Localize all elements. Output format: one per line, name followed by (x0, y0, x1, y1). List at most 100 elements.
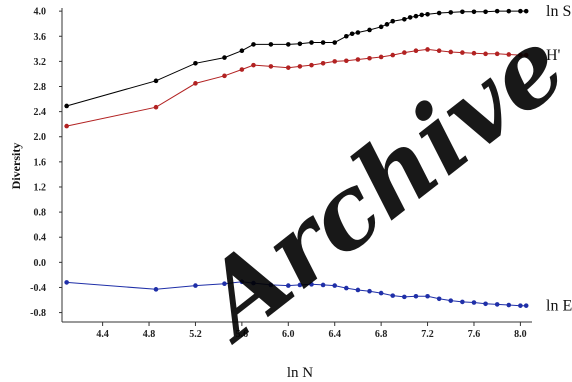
axes (61, 8, 532, 323)
series-2-point (193, 81, 198, 86)
series-1-point (390, 18, 396, 24)
series-3-point (309, 282, 314, 287)
x-tick-label: 7.6 (468, 329, 481, 340)
series-1-point (378, 24, 384, 30)
series-3-point (320, 282, 326, 288)
series-labels: ln S H' ln E (546, 3, 572, 315)
x-axis-title: ln N (287, 365, 313, 381)
series-2-point (64, 123, 69, 129)
series-1-point (222, 55, 227, 60)
y-tick-label: 3.6 (34, 32, 47, 43)
series-1-point (413, 13, 419, 19)
series-1-point (193, 60, 198, 66)
series-2-point (367, 55, 372, 61)
series-1-point (460, 9, 465, 15)
x-tick-labels: 4.4 4.8 5.2 5.6 6.0 6.4 6.8 7.2 7.6 8.0 (96, 322, 527, 340)
series-1-point (309, 40, 314, 45)
series-3-point (460, 299, 465, 305)
series-1-point (153, 78, 159, 84)
series-3-point (436, 296, 442, 302)
series-1-point (448, 10, 454, 15)
series-3-point (251, 280, 256, 286)
series-2-point (494, 51, 500, 57)
series-1-point (332, 40, 338, 45)
series-1-point (268, 42, 274, 47)
series-2-point (285, 65, 291, 70)
series-2-point (309, 62, 314, 68)
series-1-point (471, 9, 477, 15)
series-1-point (494, 8, 500, 14)
series-3-point (239, 279, 245, 285)
watermark: Archive (174, 6, 572, 365)
series-1-point (384, 22, 390, 27)
series-3-point (297, 282, 303, 288)
series-2-point (378, 54, 384, 60)
y-tick-label: 2.4 (34, 107, 47, 118)
x-tick-label: 5.6 (236, 329, 249, 340)
series-1-point (506, 8, 512, 14)
series-2-point (436, 48, 442, 54)
series-1-point (297, 41, 303, 47)
series-3-point (64, 280, 69, 285)
series-3-label: ln E (546, 298, 572, 315)
y-tick-label: 0.4 (34, 233, 47, 244)
series-2-point (153, 104, 159, 110)
series-2-point (390, 52, 396, 58)
series-2-point (523, 52, 529, 58)
series-1-point (523, 8, 529, 14)
series-3-point (494, 302, 500, 307)
y-tick-label: 2.8 (34, 82, 47, 93)
series-3-point (367, 288, 372, 294)
y-tick-label: 1.6 (34, 157, 47, 168)
series-1-point (64, 103, 69, 109)
series-1-point (407, 15, 413, 20)
series-1-point (320, 40, 326, 45)
series-3-point (523, 303, 529, 308)
series-1-point (285, 42, 291, 47)
series-3-point (471, 300, 477, 305)
series-3-point (378, 290, 384, 296)
series-3-point (413, 293, 419, 299)
series-1-point (518, 8, 523, 14)
series-3-point (222, 281, 227, 286)
series-2-point (425, 47, 430, 52)
series-2-point (355, 57, 361, 62)
series-2-point (251, 62, 256, 68)
y-axis-title: Diversity (9, 143, 23, 190)
series-2-point (460, 50, 465, 55)
x-tick-label: 6.4 (328, 329, 341, 340)
series-2-point (518, 52, 523, 58)
y-tick-label: 0.0 (34, 258, 47, 269)
series-3-point (153, 287, 159, 292)
series-2-point (483, 51, 488, 57)
series-2-point (332, 59, 338, 64)
series-3-point (425, 293, 430, 299)
series-3-point (344, 285, 349, 291)
y-tick-label: 4.0 (34, 7, 47, 18)
y-tick-label: -0.8 (30, 308, 46, 319)
series-2-point (239, 67, 245, 72)
series-2-point (297, 64, 303, 69)
series-1-point (344, 33, 349, 39)
x-tick-label: 8.0 (514, 329, 527, 340)
y-tick-labels: -0.8 -0.4 0.0 0.4 0.8 1.2 1.6 2.0 2.4 2.8 3.2 3.6 4.… (30, 7, 62, 319)
series-3-point (506, 302, 512, 308)
series-1-point (367, 27, 372, 33)
series-3-point (390, 293, 396, 298)
series-3-point (193, 283, 198, 288)
series-3-point (355, 287, 361, 293)
series-3-point (268, 282, 274, 288)
y-tick-label: 2.0 (34, 132, 47, 143)
series-3-point (448, 298, 454, 303)
x-tick-label: 4.8 (143, 329, 156, 340)
series-2-point (268, 64, 274, 69)
series-3-point (332, 283, 338, 288)
series-2-point (506, 52, 512, 57)
series-group (64, 8, 529, 308)
y-tick-label: 0.8 (34, 208, 47, 219)
series-1-label: ln S (546, 3, 571, 20)
series-1-point (251, 42, 256, 47)
series-1-point (402, 17, 407, 22)
series-1-point (483, 9, 488, 15)
